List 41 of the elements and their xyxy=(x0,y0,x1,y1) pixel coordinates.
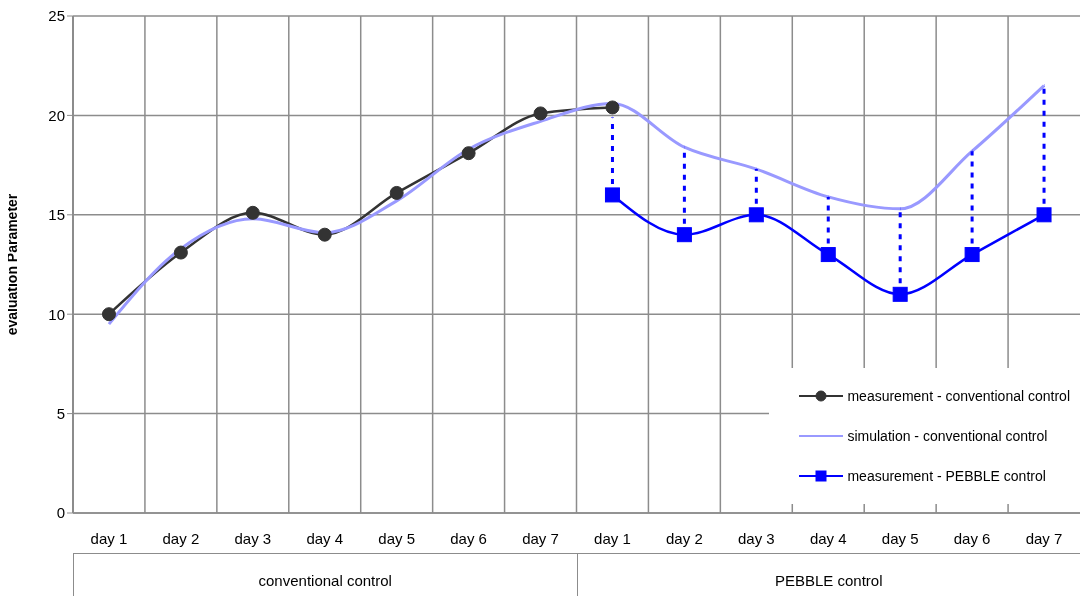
legend-label: simulation - conventional control xyxy=(847,428,1048,444)
point xyxy=(820,247,836,263)
line-series xyxy=(107,84,1046,326)
x-tick-label: day 3 xyxy=(234,529,272,547)
y-tick-label: 5 xyxy=(56,404,65,422)
x-tick-label: day 7 xyxy=(522,529,559,547)
y-tick-label: 0 xyxy=(56,504,65,522)
point xyxy=(389,185,404,200)
x-tick-label: day 6 xyxy=(953,529,991,547)
point xyxy=(173,245,188,260)
x-tick-label: day 1 xyxy=(594,529,631,547)
point xyxy=(245,205,260,220)
x-tick-label: day 2 xyxy=(666,529,703,547)
point xyxy=(676,227,692,243)
point xyxy=(605,100,620,115)
x-tick-label: day 1 xyxy=(90,529,128,547)
x-tick-label: day 4 xyxy=(809,529,847,547)
y-tick-label: 20 xyxy=(48,106,65,124)
x-tick-label: day 3 xyxy=(737,529,775,547)
point xyxy=(461,146,476,161)
point xyxy=(101,307,116,322)
legend-label: measurement - conventional control xyxy=(847,388,1070,404)
legend-label: measurement - PEBBLE control xyxy=(847,468,1046,484)
text: PEBBLE control xyxy=(576,554,1080,596)
y-tick-label: 15 xyxy=(48,206,65,224)
x-tick-label: day 2 xyxy=(162,529,200,547)
point xyxy=(964,247,980,263)
y-tick-label: 10 xyxy=(48,305,65,323)
x-tick-label: day 7 xyxy=(1025,529,1063,547)
point xyxy=(533,106,548,121)
text: conventional control xyxy=(73,554,577,596)
y-tick-label: 25 xyxy=(48,7,65,25)
x-tick-label: day 5 xyxy=(378,529,416,547)
point xyxy=(748,207,764,223)
point xyxy=(892,286,908,302)
x-tick-label: day 5 xyxy=(881,529,919,547)
point xyxy=(317,227,332,242)
x-tick-label: day 4 xyxy=(306,529,344,547)
x-tick-label: day 6 xyxy=(450,529,487,547)
point xyxy=(1036,207,1052,223)
point xyxy=(604,187,620,203)
